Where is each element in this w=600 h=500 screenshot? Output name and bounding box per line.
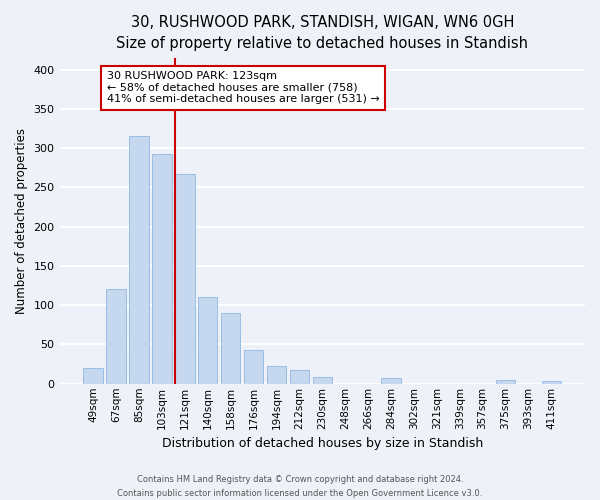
Text: 30 RUSHWOOD PARK: 123sqm
← 58% of detached houses are smaller (758)
41% of semi-: 30 RUSHWOOD PARK: 123sqm ← 58% of detach…	[107, 71, 380, 104]
Bar	[381, 378, 401, 384]
Bar	[267, 366, 286, 384]
Bar	[106, 290, 126, 384]
Bar	[244, 350, 263, 384]
Bar	[542, 382, 561, 384]
Bar	[175, 174, 194, 384]
Title: 30, RUSHWOOD PARK, STANDISH, WIGAN, WN6 0GH
Size of property relative to detache: 30, RUSHWOOD PARK, STANDISH, WIGAN, WN6 …	[116, 15, 528, 51]
Y-axis label: Number of detached properties: Number of detached properties	[15, 128, 28, 314]
Bar	[496, 380, 515, 384]
Text: Contains HM Land Registry data © Crown copyright and database right 2024.
Contai: Contains HM Land Registry data © Crown c…	[118, 476, 482, 498]
Bar	[152, 154, 172, 384]
Bar	[290, 370, 309, 384]
Bar	[198, 298, 217, 384]
Bar	[129, 136, 149, 384]
X-axis label: Distribution of detached houses by size in Standish: Distribution of detached houses by size …	[161, 437, 483, 450]
Bar	[313, 376, 332, 384]
Bar	[83, 368, 103, 384]
Bar	[221, 313, 241, 384]
